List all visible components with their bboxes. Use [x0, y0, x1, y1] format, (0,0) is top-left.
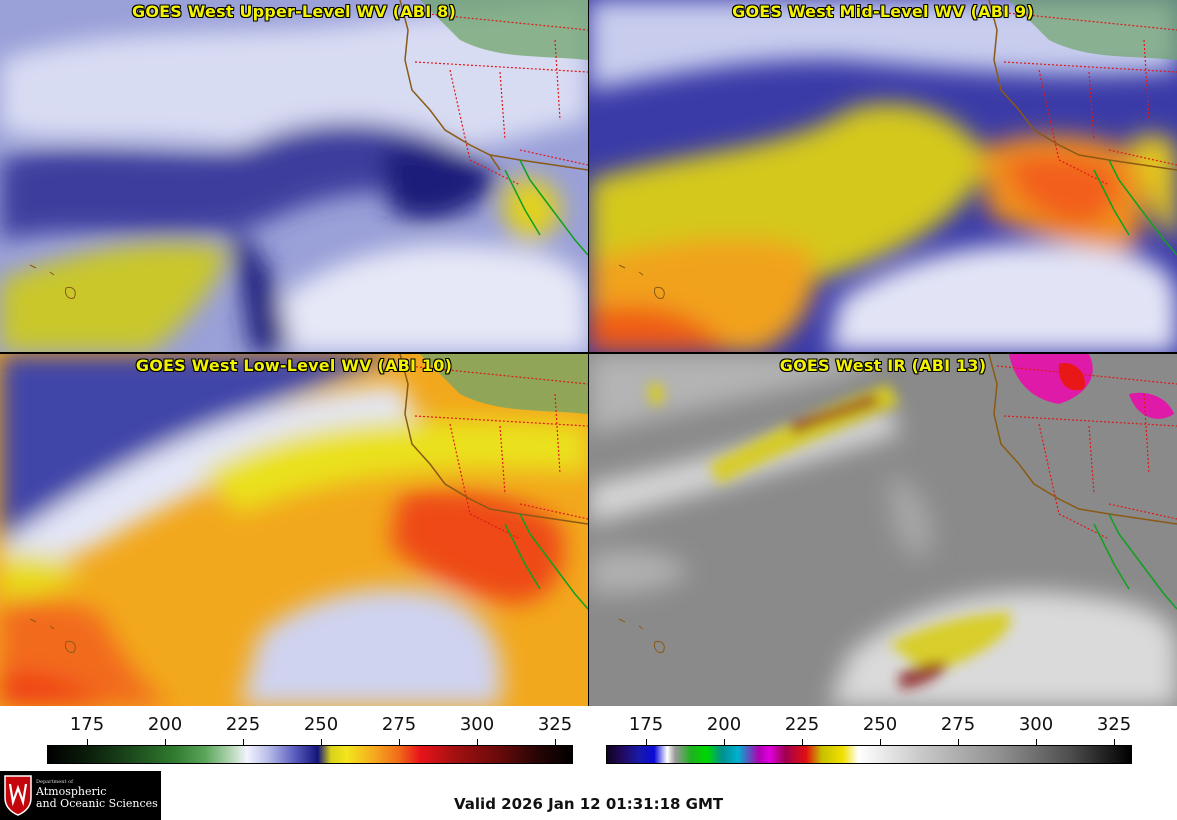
tick-mark [555, 739, 556, 745]
tick-label: 225 [225, 714, 261, 735]
tick-mark [958, 739, 959, 745]
tick-label: 250 [303, 714, 339, 735]
panel-ir: GOES West IR (ABI 13) [589, 354, 1177, 706]
scale-ticks: 175 200 225 250 275 300 325 [47, 712, 573, 745]
tick-label: 175 [628, 714, 664, 735]
tick-label: 200 [706, 714, 742, 735]
tick-mark [477, 739, 478, 745]
scale-ticks: 175 200 225 250 275 300 325 [606, 712, 1132, 745]
tick-mark [399, 739, 400, 745]
tick-mark [880, 739, 881, 745]
low-level-wv-image [0, 354, 588, 706]
uw-crest-icon [4, 775, 32, 816]
logo-line1: Atmospheric [36, 785, 107, 798]
tick-label: 300 [1018, 714, 1054, 735]
tick-mark [165, 739, 166, 745]
tick-mark [1114, 739, 1115, 745]
tick-label: 275 [381, 714, 417, 735]
tick-label: 250 [862, 714, 898, 735]
valid-time: Valid 2026 Jan 12 01:31:18 GMT [454, 795, 724, 813]
tick-label: 325 [1096, 714, 1132, 735]
tick-mark [1036, 739, 1037, 745]
tick-mark [802, 739, 803, 745]
mid-level-wv-image [589, 0, 1177, 352]
panel-title: GOES West Mid-Level WV (ABI 9) [732, 2, 1034, 21]
water-vapor-color-scale: 175 200 225 250 275 300 325 [47, 712, 573, 766]
panel-title: GOES West IR (ABI 13) [779, 356, 987, 375]
panel-title: GOES West Upper-Level WV (ABI 8) [132, 2, 456, 21]
logo-department: Department of [36, 779, 73, 785]
panel-title: GOES West Low-Level WV (ABI 10) [135, 356, 453, 375]
aos-logo: Department of Atmospheric and Oceanic Sc… [0, 771, 161, 820]
logo-line2: and Oceanic Sciences [36, 797, 158, 810]
tick-mark [646, 739, 647, 745]
tick-label: 275 [940, 714, 976, 735]
tick-label: 175 [69, 714, 105, 735]
tick-mark [87, 739, 88, 745]
tick-mark [724, 739, 725, 745]
panel-grid: GOES West Upper-Level WV (ABI 8) [0, 0, 1177, 706]
upper-level-wv-image [0, 0, 588, 352]
tick-label: 225 [784, 714, 820, 735]
tick-label: 325 [537, 714, 573, 735]
tick-label: 300 [459, 714, 495, 735]
logo-name: Atmospheric and Oceanic Sciences [36, 786, 158, 810]
water-vapor-colorbar [47, 745, 573, 764]
panel-upper-level-wv: GOES West Upper-Level WV (ABI 8) [0, 0, 588, 352]
infrared-color-scale: 175 200 225 250 275 300 325 [606, 712, 1132, 766]
panel-low-level-wv: GOES West Low-Level WV (ABI 10) [0, 354, 588, 706]
ir-image [589, 354, 1177, 706]
infrared-colorbar [606, 745, 1132, 764]
tick-mark [243, 739, 244, 745]
tick-label: 200 [147, 714, 183, 735]
tick-mark [321, 739, 322, 745]
panel-mid-level-wv: GOES West Mid-Level WV (ABI 9) [589, 0, 1177, 352]
